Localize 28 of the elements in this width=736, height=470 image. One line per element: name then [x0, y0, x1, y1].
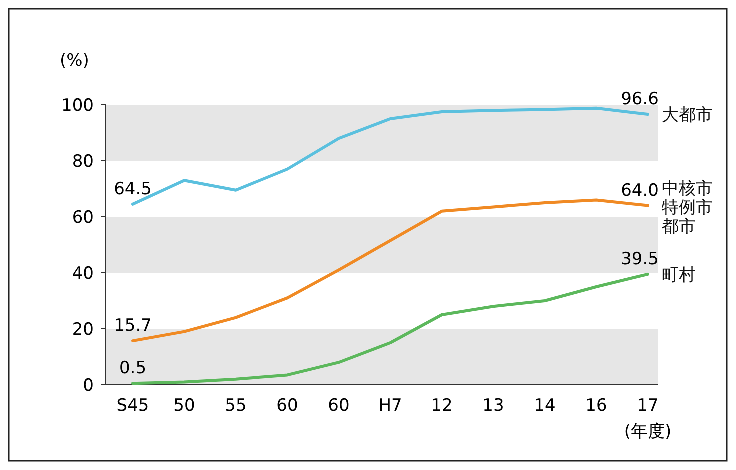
- x-tick-label: 13: [482, 396, 504, 416]
- y-tick-label: 0: [83, 376, 94, 396]
- y-tick-label: 20: [72, 320, 94, 340]
- data-label: 0.5: [119, 358, 147, 379]
- data-label: 64.5: [114, 179, 152, 200]
- x-tick-label: 17: [637, 396, 659, 416]
- y-tick-label: 60: [72, 208, 94, 228]
- x-tick-label: 50: [174, 396, 196, 416]
- data-label: 15.7: [114, 316, 152, 336]
- x-tick-label: 14: [534, 396, 556, 416]
- x-axis-title: (年度): [624, 422, 672, 442]
- data-label: 96.6: [621, 90, 659, 110]
- data-label: 39.5: [621, 249, 659, 270]
- series-label: 大都市: [662, 105, 713, 126]
- x-tick-label: 60: [328, 396, 350, 416]
- x-tick-label: 55: [225, 396, 247, 416]
- y-axis-title: (%): [60, 51, 90, 71]
- data-label: 64.0: [621, 180, 659, 201]
- series-label: 町村: [662, 265, 696, 286]
- x-tick-label: 12: [431, 396, 453, 416]
- x-tick-label: H7: [378, 396, 402, 416]
- x-tick-label: 60: [276, 396, 298, 416]
- series-label: 中核市特例市都市: [662, 178, 713, 237]
- y-tick-label: 40: [72, 264, 94, 284]
- y-tick-label: 80: [72, 152, 94, 172]
- x-tick-label: S45: [116, 396, 150, 416]
- x-tick-label: 16: [586, 396, 608, 416]
- y-tick-label: 100: [62, 96, 94, 116]
